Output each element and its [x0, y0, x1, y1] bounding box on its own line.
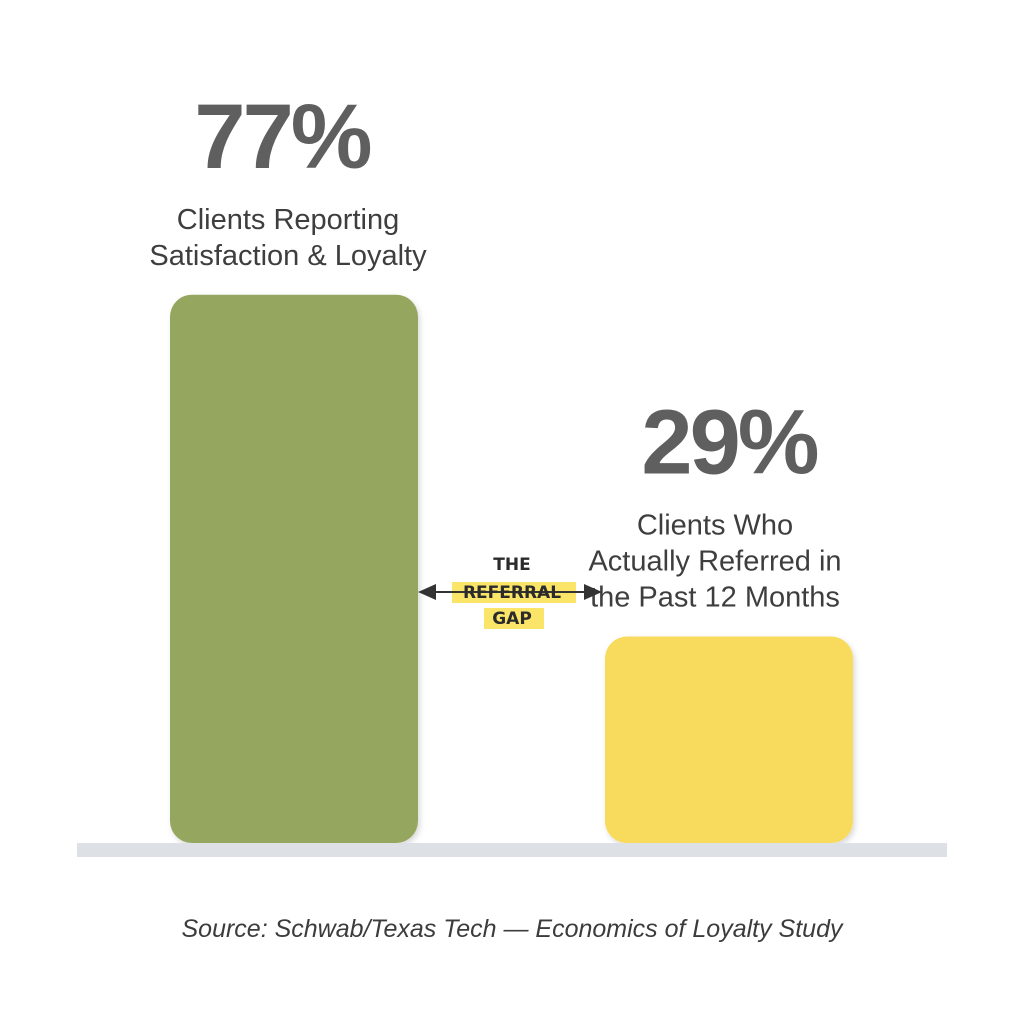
gap-label-line-3: GAP	[492, 609, 532, 629]
bars	[170, 294, 853, 843]
bar-2-label-line-3: the Past 12 Months	[590, 582, 840, 614]
bar-2-label-line-2: Actually Referred in	[588, 546, 841, 578]
bar-labels: 77% Clients Reporting Satisfaction & Loyal…	[149, 86, 841, 614]
bar-1	[170, 294, 418, 843]
bar-1-label-line-1: Clients Reporting	[177, 204, 399, 236]
bar-2-label-line-1: Clients Who	[637, 510, 793, 542]
gap-label-line-2: REFERRAL	[463, 583, 561, 603]
source-note: Source: Schwab/Texas Tech — Economics of…	[182, 915, 844, 943]
gap-label-line-1: THE	[493, 555, 530, 575]
bar-1-label-line-2: Satisfaction & Loyalty	[149, 240, 427, 272]
value-label-2: 29%	[641, 392, 817, 494]
gap-highlight-gap	[484, 608, 544, 629]
value-label-1: 77%	[194, 86, 370, 188]
referral-gap-annotation: THE REFERRAL GAP	[418, 555, 602, 629]
bar-2	[605, 636, 853, 843]
baseline	[77, 843, 947, 857]
